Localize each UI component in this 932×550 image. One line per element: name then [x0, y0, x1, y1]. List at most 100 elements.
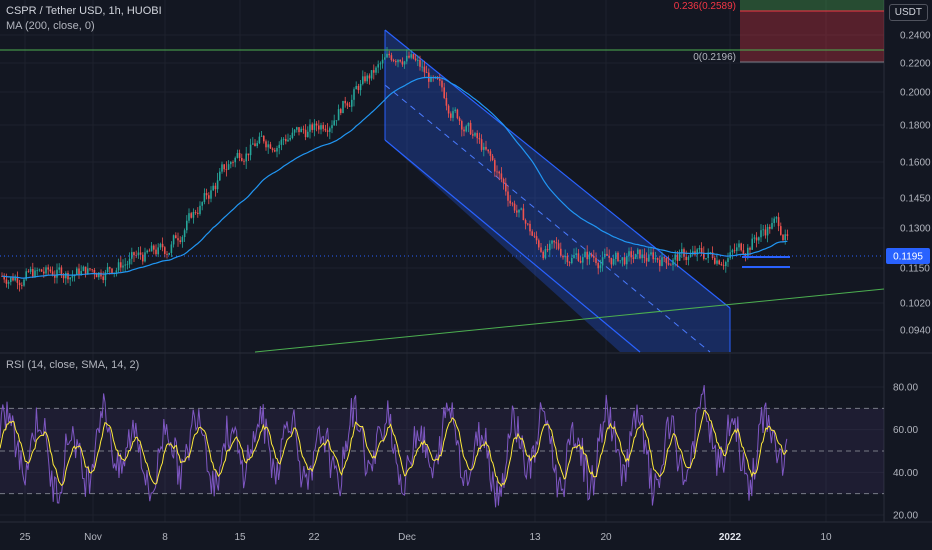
candle-body — [414, 58, 417, 61]
candle-body — [742, 250, 745, 255]
candle-body — [535, 236, 538, 241]
candle-body — [104, 272, 107, 281]
candle-body — [342, 100, 344, 114]
candle-body — [315, 123, 318, 126]
candle-body — [714, 257, 716, 264]
candle-body — [232, 162, 234, 163]
rsi-tick-label: 20.00 — [893, 511, 918, 522]
candle-body — [65, 272, 67, 279]
candle-body — [274, 150, 276, 152]
candle-body — [313, 123, 316, 130]
candle-body — [225, 169, 228, 171]
candle-body — [5, 279, 8, 284]
candle-body — [516, 210, 518, 213]
candle-body — [564, 255, 566, 258]
ascending-trendline — [254, 288, 885, 353]
candle-body — [608, 255, 610, 258]
candle-body — [450, 113, 452, 118]
candle-body — [419, 60, 421, 67]
candle-body — [632, 257, 635, 259]
candle-body — [403, 61, 406, 65]
candle-body — [40, 269, 43, 272]
currency-button[interactable]: USDT — [888, 4, 928, 21]
price-tick-label: 0.1150 — [900, 264, 930, 275]
candle-body — [588, 254, 591, 260]
regression-channel[interactable] — [384, 29, 731, 353]
candle-body — [698, 248, 701, 250]
candle-body — [430, 77, 432, 82]
candle-body — [487, 149, 489, 152]
candle-body — [142, 254, 144, 262]
candle-body — [615, 252, 617, 260]
candle-body — [111, 268, 113, 274]
candle-body — [32, 269, 34, 277]
candle-body — [49, 269, 52, 272]
candle-body — [381, 59, 384, 64]
candle-body — [533, 235, 536, 237]
candle-body — [252, 143, 254, 145]
time-tick-label: 15 — [234, 532, 246, 543]
candle-body — [45, 267, 47, 274]
candle-body — [595, 257, 597, 264]
candle-body — [271, 148, 274, 151]
candle-body — [575, 253, 577, 255]
last-price-badge — [886, 248, 930, 264]
ma-legend[interactable]: MA (200, close, 0) — [6, 19, 95, 33]
candle-body — [34, 270, 36, 277]
candle-body — [656, 258, 659, 260]
candle-body — [258, 136, 261, 144]
candle-body — [186, 220, 188, 231]
rsi-legend[interactable]: RSI (14, close, SMA, 14, 2) — [6, 358, 139, 372]
candle-body — [705, 258, 707, 259]
candle-body — [287, 139, 289, 142]
candle-body — [551, 240, 553, 244]
candle-body — [716, 260, 718, 264]
candle-body — [784, 234, 786, 241]
candle-body — [93, 269, 96, 274]
candle-body — [302, 128, 305, 130]
rsi-sma-line — [0, 409, 788, 488]
candle-body — [562, 255, 564, 258]
candle-body — [401, 61, 404, 65]
moving-average-line — [1, 76, 788, 279]
candle-body — [89, 268, 91, 270]
candle-body — [738, 243, 740, 248]
candle-body — [157, 247, 159, 255]
candle-body — [421, 66, 423, 68]
candle-body — [280, 139, 283, 145]
candle-body — [159, 243, 162, 248]
candle-body — [747, 247, 749, 256]
candle-body — [577, 253, 580, 261]
candle-body — [192, 212, 195, 218]
last-price-value: 0.1195 — [893, 252, 923, 263]
candle-body — [368, 75, 371, 79]
candle-body — [777, 217, 780, 227]
candle-body — [144, 252, 146, 262]
candle-body — [197, 212, 199, 214]
candle-body — [238, 153, 241, 158]
candle-body — [540, 247, 542, 252]
channel-lower-line — [384, 139, 641, 353]
candle-body — [729, 252, 731, 259]
candle-body — [676, 254, 679, 261]
candle-body — [782, 234, 784, 241]
candle-body — [260, 135, 263, 137]
symbol-legend[interactable]: CSPR / Tether USD, 1h, HUOBI — [6, 4, 162, 18]
candle-body — [36, 270, 38, 272]
candle-body — [557, 243, 560, 249]
price-tick-label: 0.1600 — [900, 158, 931, 169]
candle-body — [478, 138, 481, 140]
candle-body — [659, 259, 661, 266]
candle-body — [219, 171, 221, 181]
candle-body — [579, 260, 582, 263]
candle-body — [456, 109, 459, 119]
candle-body — [43, 271, 45, 274]
candle-body — [463, 129, 465, 132]
candle-body — [685, 256, 687, 261]
candle-body — [340, 109, 342, 114]
candle-body — [500, 173, 503, 180]
fib-zone-green — [740, 0, 884, 11]
candle-body — [78, 268, 80, 275]
candle-body — [133, 252, 135, 256]
